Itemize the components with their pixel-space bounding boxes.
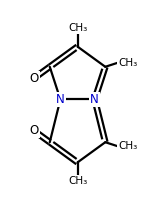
Text: CH₃: CH₃ — [118, 141, 137, 151]
Text: CH₃: CH₃ — [68, 23, 87, 33]
Text: O: O — [29, 72, 39, 85]
Text: O: O — [29, 124, 39, 137]
Text: CH₃: CH₃ — [118, 58, 137, 68]
Text: CH₃: CH₃ — [68, 176, 87, 186]
Text: N: N — [56, 93, 65, 106]
Text: N: N — [90, 93, 99, 106]
